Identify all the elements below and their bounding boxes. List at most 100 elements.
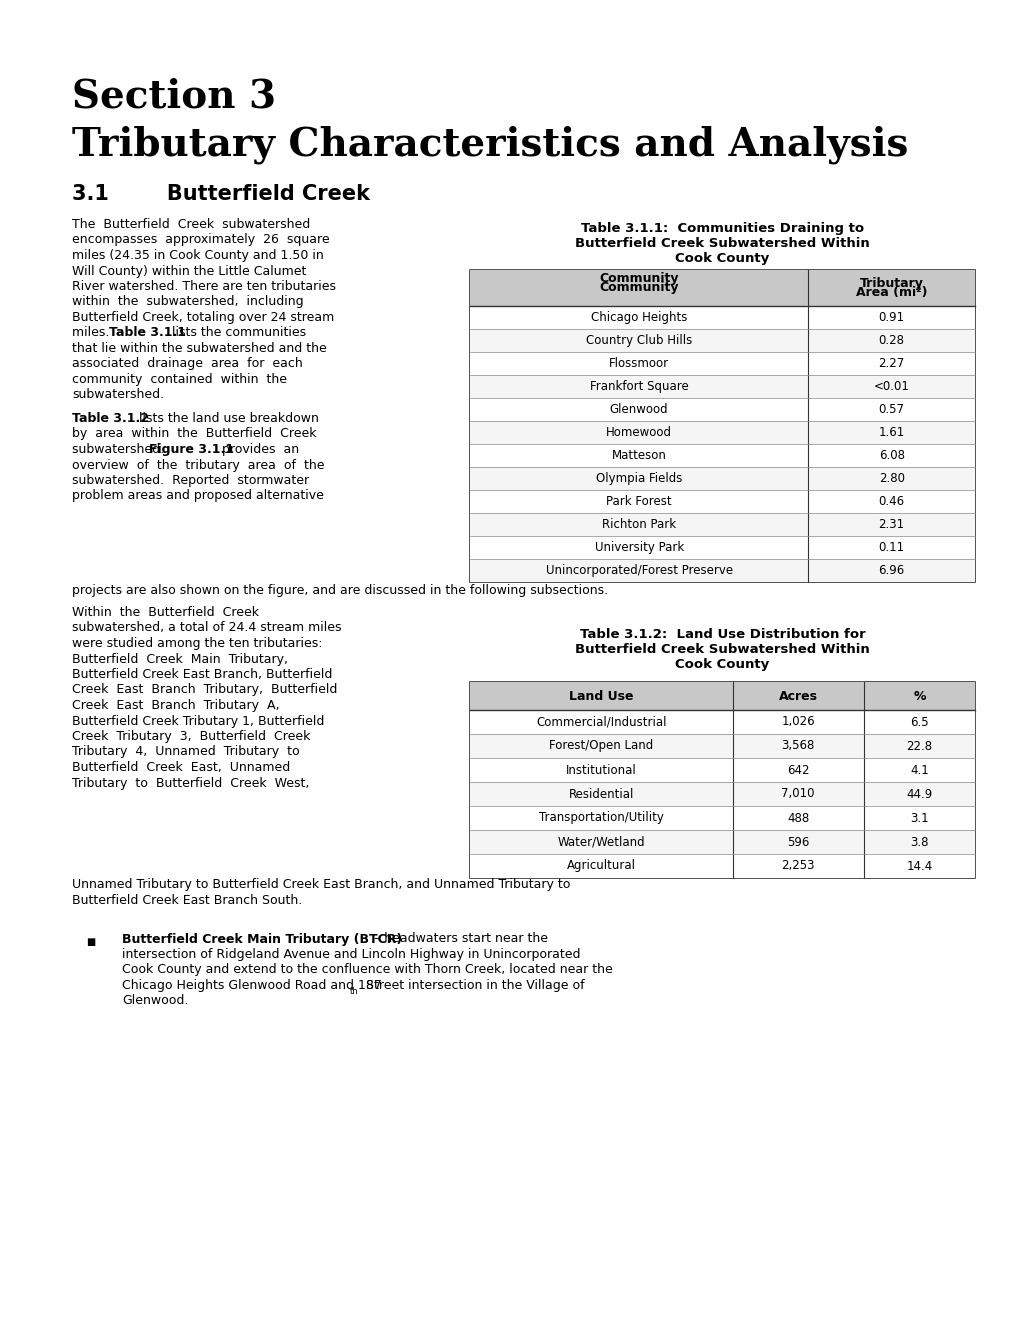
Text: Acres: Acres xyxy=(777,689,817,702)
Text: Institutional: Institutional xyxy=(566,763,636,776)
Text: Area (mi²): Area (mi²) xyxy=(855,286,926,298)
Text: Tributary  4,  Unnamed  Tributary  to: Tributary 4, Unnamed Tributary to xyxy=(72,746,300,759)
Text: 1,026: 1,026 xyxy=(781,715,814,729)
Bar xyxy=(470,734,974,758)
Text: Chicago Heights: Chicago Heights xyxy=(590,312,687,323)
Text: Butterfield Creek, totaling over 24 stream: Butterfield Creek, totaling over 24 stre… xyxy=(72,312,334,323)
Text: Tributary  to  Butterfield  Creek  West,: Tributary to Butterfield Creek West, xyxy=(72,776,309,789)
Text: 14.4: 14.4 xyxy=(906,859,931,873)
Text: 2,253: 2,253 xyxy=(781,859,814,873)
Text: 3.1: 3.1 xyxy=(909,812,928,825)
Text: The  Butterfield  Creek  subwatershed: The Butterfield Creek subwatershed xyxy=(72,218,310,231)
Text: Will County) within the Little Calumet: Will County) within the Little Calumet xyxy=(72,264,306,277)
Text: 2.31: 2.31 xyxy=(877,517,904,531)
Text: Table 3.1.1:  Communities Draining to: Table 3.1.1: Communities Draining to xyxy=(581,222,863,235)
Text: 2.80: 2.80 xyxy=(877,473,904,484)
Text: 1.61: 1.61 xyxy=(877,426,904,440)
Text: Richton Park: Richton Park xyxy=(601,517,676,531)
Text: Cook County: Cook County xyxy=(675,252,769,265)
Text: Olympia Fields: Olympia Fields xyxy=(595,473,682,484)
Text: Country Club Hills: Country Club Hills xyxy=(586,334,692,347)
Text: Butterfield  Creek  East,  Unnamed: Butterfield Creek East, Unnamed xyxy=(72,762,290,774)
Text: Transportation/Utility: Transportation/Utility xyxy=(538,812,663,825)
Text: 2.27: 2.27 xyxy=(877,356,904,370)
Text: Creek  East  Branch  Tributary  A,: Creek East Branch Tributary A, xyxy=(72,700,279,711)
Text: Within  the  Butterfield  Creek: Within the Butterfield Creek xyxy=(72,606,259,619)
Text: 6.96: 6.96 xyxy=(877,564,904,577)
Bar xyxy=(470,758,974,781)
Text: %: % xyxy=(912,689,925,702)
Text: 0.11: 0.11 xyxy=(877,541,904,554)
Text: Cook County and extend to the confluence with Thorn Creek, located near the: Cook County and extend to the confluence… xyxy=(122,964,612,977)
Text: Butterfield  Creek  Main  Tributary,: Butterfield Creek Main Tributary, xyxy=(72,652,287,665)
Bar xyxy=(470,682,974,710)
Text: 3.1        Butterfield Creek: 3.1 Butterfield Creek xyxy=(72,183,370,205)
Bar xyxy=(470,558,974,582)
Bar xyxy=(470,854,974,878)
Text: 0.57: 0.57 xyxy=(877,403,904,416)
Bar xyxy=(470,352,974,375)
Text: within  the  subwatershed,  including: within the subwatershed, including xyxy=(72,296,304,309)
Bar xyxy=(470,807,974,830)
Text: River watershed. There are ten tributaries: River watershed. There are ten tributari… xyxy=(72,280,335,293)
Text: 4.1: 4.1 xyxy=(909,763,928,776)
Bar xyxy=(470,329,974,352)
Text: that lie within the subwatershed and the: that lie within the subwatershed and the xyxy=(72,342,326,355)
Text: Tributary Characteristics and Analysis: Tributary Characteristics and Analysis xyxy=(72,125,908,164)
Bar xyxy=(470,710,974,734)
Text: Unnamed Tributary to Butterfield Creek East Branch, and Unnamed Tributary to: Unnamed Tributary to Butterfield Creek E… xyxy=(72,878,570,891)
Text: 6.08: 6.08 xyxy=(877,449,904,462)
Text: intersection of Ridgeland Avenue and Lincoln Highway in Unincorporated: intersection of Ridgeland Avenue and Lin… xyxy=(122,948,580,961)
Bar xyxy=(470,271,974,582)
Bar xyxy=(470,375,974,399)
Text: miles.: miles. xyxy=(72,326,117,339)
Text: ■: ■ xyxy=(86,937,95,948)
Bar xyxy=(470,536,974,558)
Text: lists the land use breakdown: lists the land use breakdown xyxy=(135,412,319,425)
Text: subwatershed.: subwatershed. xyxy=(72,444,172,455)
Bar xyxy=(470,781,974,807)
Text: 0.28: 0.28 xyxy=(877,334,904,347)
Text: Water/Wetland: Water/Wetland xyxy=(557,836,644,849)
Bar xyxy=(470,444,974,467)
Bar xyxy=(470,490,974,513)
Text: 0.46: 0.46 xyxy=(877,495,904,508)
Text: subwatershed, a total of 24.4 stream miles: subwatershed, a total of 24.4 stream mil… xyxy=(72,622,341,635)
Text: Cook County: Cook County xyxy=(675,657,769,671)
Text: Homewood: Homewood xyxy=(605,426,672,440)
Text: subwatershed.  Reported  stormwater: subwatershed. Reported stormwater xyxy=(72,474,309,487)
Text: associated  drainage  area  for  each: associated drainage area for each xyxy=(72,358,303,371)
Text: Creek  East  Branch  Tributary,  Butterfield: Creek East Branch Tributary, Butterfield xyxy=(72,684,337,697)
Text: Glenwood.: Glenwood. xyxy=(122,994,189,1007)
Text: Tributary: Tributary xyxy=(859,277,923,290)
Text: Street intersection in the Village of: Street intersection in the Village of xyxy=(362,979,584,993)
Text: Butterfield Creek East Branch South.: Butterfield Creek East Branch South. xyxy=(72,894,302,907)
Text: Land Use: Land Use xyxy=(569,689,633,702)
Text: projects are also shown on the figure, and are discussed in the following subsec: projects are also shown on the figure, a… xyxy=(72,583,607,597)
Bar xyxy=(470,399,974,421)
Bar xyxy=(470,467,974,490)
Text: provides  an: provides an xyxy=(214,444,299,455)
Text: Community: Community xyxy=(599,281,679,294)
Text: Figure 3.1.1: Figure 3.1.1 xyxy=(149,444,233,455)
Text: Table 3.1.2:  Land Use Distribution for: Table 3.1.2: Land Use Distribution for xyxy=(579,628,864,642)
Text: Residential: Residential xyxy=(568,788,634,800)
Text: 0.91: 0.91 xyxy=(877,312,904,323)
Text: Table 3.1.2: Table 3.1.2 xyxy=(72,412,149,425)
Text: community  contained  within  the: community contained within the xyxy=(72,374,286,385)
Text: Commercial/Industrial: Commercial/Industrial xyxy=(536,715,665,729)
Text: Butterfield Creek Subwatershed Within: Butterfield Creek Subwatershed Within xyxy=(575,643,869,656)
Text: 22.8: 22.8 xyxy=(906,739,931,752)
Text: Matteson: Matteson xyxy=(611,449,666,462)
Text: by  area  within  the  Butterfield  Creek: by area within the Butterfield Creek xyxy=(72,428,316,441)
Text: Chicago Heights Glenwood Road and 187: Chicago Heights Glenwood Road and 187 xyxy=(122,979,381,993)
Bar xyxy=(470,421,974,444)
Text: Glenwood: Glenwood xyxy=(609,403,667,416)
Text: th: th xyxy=(350,987,359,997)
Text: 3.8: 3.8 xyxy=(909,836,927,849)
Text: 3,568: 3,568 xyxy=(781,739,814,752)
Bar xyxy=(470,682,974,878)
Text: Frankfort Square: Frankfort Square xyxy=(589,380,688,393)
Text: 44.9: 44.9 xyxy=(906,788,931,800)
Text: Table 3.1.1: Table 3.1.1 xyxy=(109,326,185,339)
